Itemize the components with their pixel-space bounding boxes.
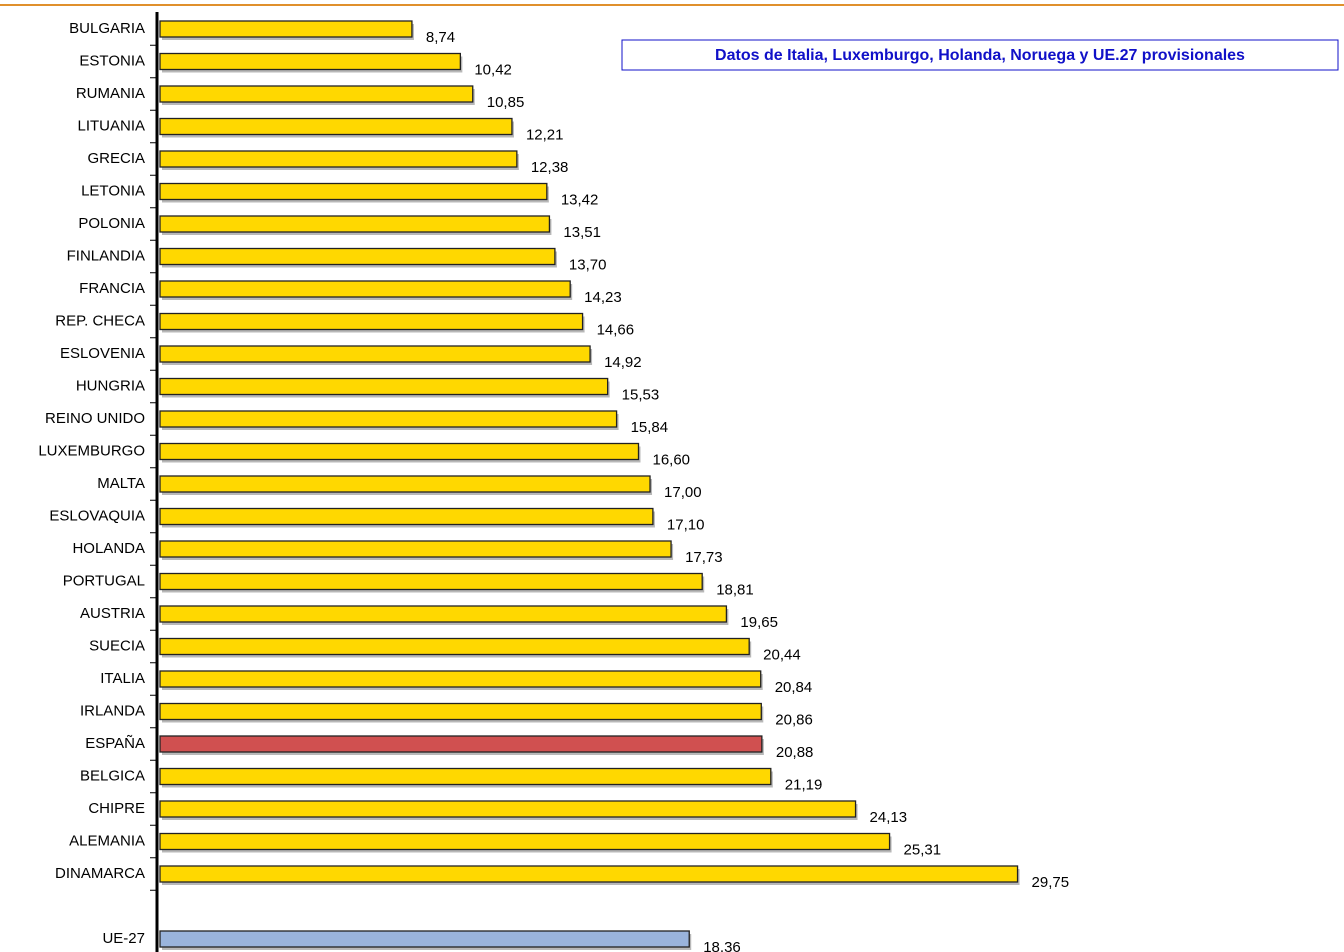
bar — [159, 475, 651, 493]
y-tick-label: FRANCIA — [79, 280, 145, 297]
y-tick-label: ESPAÑA — [85, 735, 145, 752]
value-label: 10,85 — [487, 94, 525, 111]
value-label: 20,44 — [763, 646, 801, 663]
bar — [159, 832, 891, 851]
value-label: 20,86 — [775, 711, 813, 728]
bar — [159, 215, 551, 233]
value-label: 18,81 — [716, 581, 754, 598]
bar — [159, 767, 772, 786]
bar — [159, 930, 690, 948]
value-label: 14,92 — [604, 354, 642, 371]
value-label: 29,75 — [1032, 874, 1070, 891]
bar — [159, 85, 474, 103]
bar — [159, 865, 1019, 883]
value-label: 18,36 — [703, 939, 741, 952]
y-tick-label: AUSTRIA — [80, 605, 145, 622]
y-tick-label: REINO UNIDO — [45, 410, 145, 427]
bar — [159, 637, 750, 656]
value-label: 13,70 — [569, 256, 607, 273]
y-tick-label: ESLOVENIA — [60, 345, 145, 362]
bar — [159, 572, 703, 591]
bar — [159, 377, 609, 396]
value-label: 24,13 — [870, 809, 908, 826]
y-tick-label: MALTA — [97, 475, 145, 492]
bar — [159, 410, 618, 428]
bar — [159, 150, 518, 168]
value-label: 14,66 — [597, 321, 635, 338]
y-tick-label: BULGARIA — [69, 20, 145, 37]
bar — [159, 247, 556, 266]
value-label: 13,42 — [561, 191, 599, 208]
bar — [159, 20, 413, 38]
value-label: 21,19 — [785, 776, 823, 793]
y-tick-label: ESTONIA — [79, 52, 145, 69]
y-tick-label: HUNGRIA — [76, 377, 145, 394]
value-label: 10,42 — [474, 61, 512, 78]
bar — [159, 312, 584, 331]
value-label: 12,21 — [526, 126, 564, 143]
bar — [159, 280, 571, 298]
y-tick-label: RUMANIA — [76, 85, 145, 102]
bar — [159, 735, 763, 753]
y-tick-label: GRECIA — [87, 150, 145, 167]
value-label: 20,84 — [775, 679, 813, 696]
bar — [159, 702, 762, 721]
annotation: Datos de Italia, Luxemburgo, Holanda, No… — [715, 47, 1245, 64]
value-label: 14,23 — [584, 289, 622, 306]
bar — [159, 442, 640, 461]
bar — [159, 605, 728, 623]
value-label: 17,73 — [685, 549, 723, 566]
y-tick-label: ESLOVAQUIA — [49, 507, 145, 524]
value-label: 25,31 — [904, 841, 942, 858]
bar — [159, 670, 762, 688]
value-label: 20,88 — [776, 744, 814, 761]
y-tick-label: ITALIA — [100, 670, 145, 687]
value-label: 15,84 — [631, 419, 669, 436]
bar — [159, 507, 654, 526]
y-tick-label: REP. CHECA — [55, 312, 145, 329]
value-label: 17,10 — [667, 516, 705, 533]
y-tick-label: LETONIA — [81, 182, 145, 199]
y-tick-label: ALEMANIA — [69, 832, 145, 849]
y-tick-label: SUECIA — [89, 637, 145, 654]
bar — [159, 117, 513, 136]
value-label: 19,65 — [740, 614, 778, 631]
value-label: 17,00 — [664, 484, 702, 501]
y-tick-label: PORTUGAL — [63, 572, 145, 589]
value-label: 13,51 — [563, 224, 601, 241]
y-tick-label: UE-27 — [102, 930, 145, 947]
value-label: 15,53 — [622, 386, 660, 403]
y-tick-label: CHIPRE — [88, 800, 145, 817]
bar — [159, 540, 672, 558]
bar — [159, 52, 462, 71]
bar — [159, 345, 591, 363]
y-tick-label: DINAMARCA — [55, 865, 145, 882]
value-label: 8,74 — [426, 29, 455, 46]
bar — [159, 800, 857, 818]
y-tick-label: LITUANIA — [77, 117, 145, 134]
y-tick-label: BELGICA — [80, 767, 145, 784]
bar — [159, 182, 548, 201]
y-tick-label: FINLANDIA — [67, 247, 145, 264]
value-label: 16,60 — [652, 451, 690, 468]
y-tick-label: LUXEMBURGO — [38, 442, 145, 459]
y-tick-label: IRLANDA — [80, 702, 145, 719]
y-tick-label: HOLANDA — [72, 540, 145, 557]
value-label: 12,38 — [531, 159, 569, 176]
annotation-box — [621, 39, 1339, 71]
y-tick-label: POLONIA — [78, 215, 145, 232]
